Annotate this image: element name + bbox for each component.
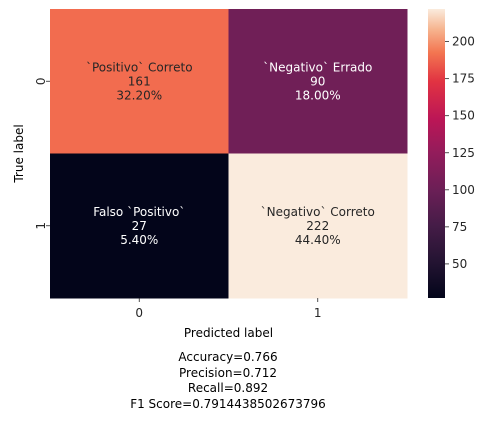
cell-count-label: 90	[310, 74, 325, 88]
colorbar-tick-label: 75	[452, 220, 467, 234]
cell-name-label: `Negativo` Errado	[263, 60, 372, 74]
cell-percent-label: 32.20%	[116, 88, 162, 102]
heatmap-cell-0-0	[50, 9, 229, 154]
x-tick-label: 1	[314, 306, 322, 320]
colorbar-tick-label: 175	[452, 72, 475, 86]
colorbar-gradient	[428, 9, 445, 298]
recall-text: Recall=0.892	[187, 381, 269, 395]
colorbar-tick-label: 50	[452, 257, 467, 271]
heatmap-cell-0-1	[228, 9, 408, 154]
cell-percent-label: 18.00%	[295, 88, 341, 102]
heatmap-cells	[50, 9, 408, 299]
accuracy-text: Accuracy=0.766	[178, 350, 278, 364]
cell-percent-label: 44.40%	[295, 233, 341, 247]
cell-count-label: 27	[132, 219, 147, 233]
cell-count-label: 222	[306, 219, 329, 233]
colorbar: 50 75 100 125 150 175 200	[428, 9, 475, 298]
colorbar-tick-label: 125	[452, 146, 475, 160]
cell-count-label: 161	[128, 74, 151, 88]
y-tick-label: 1	[34, 222, 48, 230]
x-axis-label: Predicted label	[184, 326, 273, 340]
metrics-summary: Accuracy=0.766 Precision=0.712 Recall=0.…	[0, 350, 456, 412]
cell-name-label: `Negativo` Correto	[261, 205, 375, 219]
heatmap-axes: 0 1 0 1 Predicted label True label	[12, 77, 322, 340]
heatmap-cell-1-1	[228, 153, 408, 299]
colorbar-tick-label: 150	[452, 109, 475, 123]
cell-percent-label: 5.40%	[120, 233, 158, 247]
y-axis-label: True label	[12, 124, 26, 183]
heatmap-cell-1-0	[50, 153, 229, 299]
precision-text: Precision=0.712	[179, 365, 277, 380]
colorbar-tick-label: 200	[452, 35, 475, 49]
y-tick-label: 0	[34, 77, 48, 85]
cell-name-label: `Positivo` Correto	[86, 60, 193, 74]
colorbar-tick-label: 100	[452, 183, 475, 197]
x-tick-label: 0	[135, 306, 143, 320]
f1-score-text: F1 Score=0.7914438502673796	[130, 396, 326, 411]
cell-name-label: Falso `Positivo`	[93, 205, 185, 219]
